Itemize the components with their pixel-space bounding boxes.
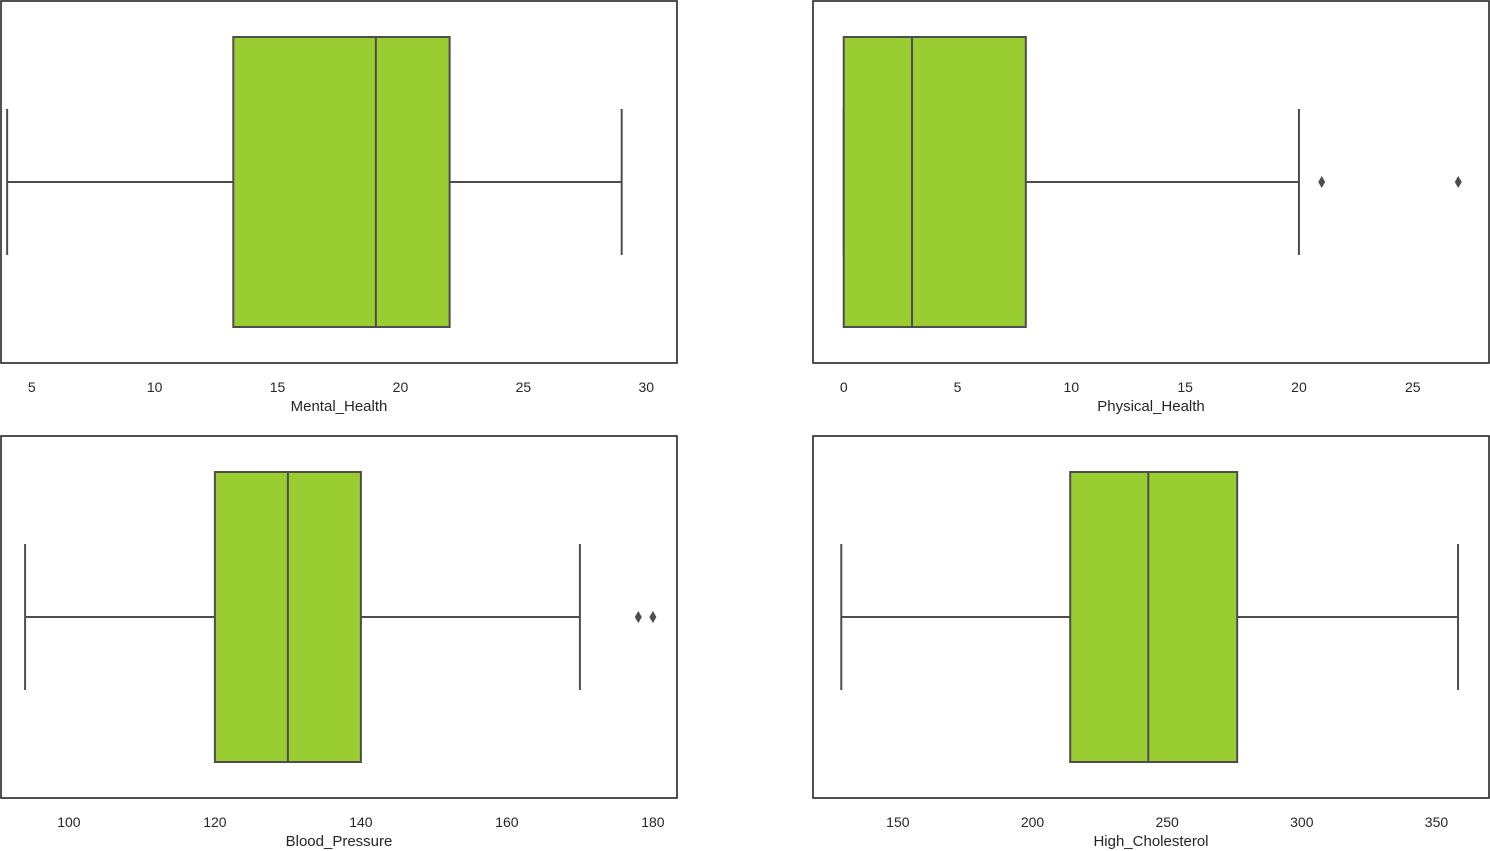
x-tick-label: 15: [1177, 379, 1193, 395]
boxplot-mental-health: 5 10 15 20 25 30 Mental_Health: [0, 0, 678, 415]
boxplot-panel-mental-health: 5 10 15 20 25 30 Mental_Health: [0, 0, 690, 420]
x-tick-label: 0: [840, 379, 848, 395]
boxplot-physical-health: 0 5 10 15 20 25 Physical_Health: [812, 0, 1490, 415]
boxplot-panel-blood-pressure: 100 120 140 160 180 Blood_Pressure: [0, 435, 690, 851]
x-tick-label: 160: [495, 814, 519, 830]
x-tick-label: 200: [1021, 814, 1045, 830]
x-axis-label: Mental_Health: [291, 398, 388, 415]
x-tick-label: 120: [203, 814, 227, 830]
boxplot-blood-pressure: 100 120 140 160 180 Blood_Pressure: [0, 435, 678, 850]
x-tick-label: 100: [57, 814, 81, 830]
boxplot-panel-physical-health: 0 5 10 15 20 25 Physical_Health: [812, 0, 1490, 420]
x-axis-label: Blood_Pressure: [286, 833, 393, 850]
x-tick-label: 250: [1155, 814, 1179, 830]
outlier-point: [634, 611, 642, 623]
outlier-point: [1454, 176, 1462, 188]
x-tick-label: 10: [147, 379, 163, 395]
x-tick-label: 25: [516, 379, 532, 395]
x-tick-label: 150: [886, 814, 910, 830]
boxplot-panel-high-cholesterol: 150 200 250 300 350 High_Cholesterol: [812, 435, 1490, 851]
x-tick-label: 25: [1405, 379, 1421, 395]
x-axis-label: Physical_Health: [1097, 398, 1205, 415]
x-tick-label: 30: [638, 379, 654, 395]
iqr-box: [1069, 471, 1239, 763]
iqr-box: [842, 36, 1027, 328]
x-tick-label: 20: [1291, 379, 1307, 395]
boxplot-high-cholesterol: 150 200 250 300 350 High_Cholesterol: [812, 435, 1490, 850]
x-axis-label: High_Cholesterol: [1093, 833, 1208, 850]
outlier-point: [649, 611, 657, 623]
x-tick-label: 140: [349, 814, 373, 830]
x-tick-label: 5: [954, 379, 962, 395]
x-tick-label: 10: [1064, 379, 1080, 395]
x-tick-label: 20: [393, 379, 409, 395]
outlier-point: [1318, 176, 1326, 188]
x-tick-label: 180: [641, 814, 665, 830]
x-tick-label: 15: [270, 379, 286, 395]
x-tick-label: 300: [1290, 814, 1314, 830]
x-tick-label: 5: [28, 379, 36, 395]
x-tick-label: 350: [1425, 814, 1449, 830]
iqr-box: [232, 36, 451, 328]
